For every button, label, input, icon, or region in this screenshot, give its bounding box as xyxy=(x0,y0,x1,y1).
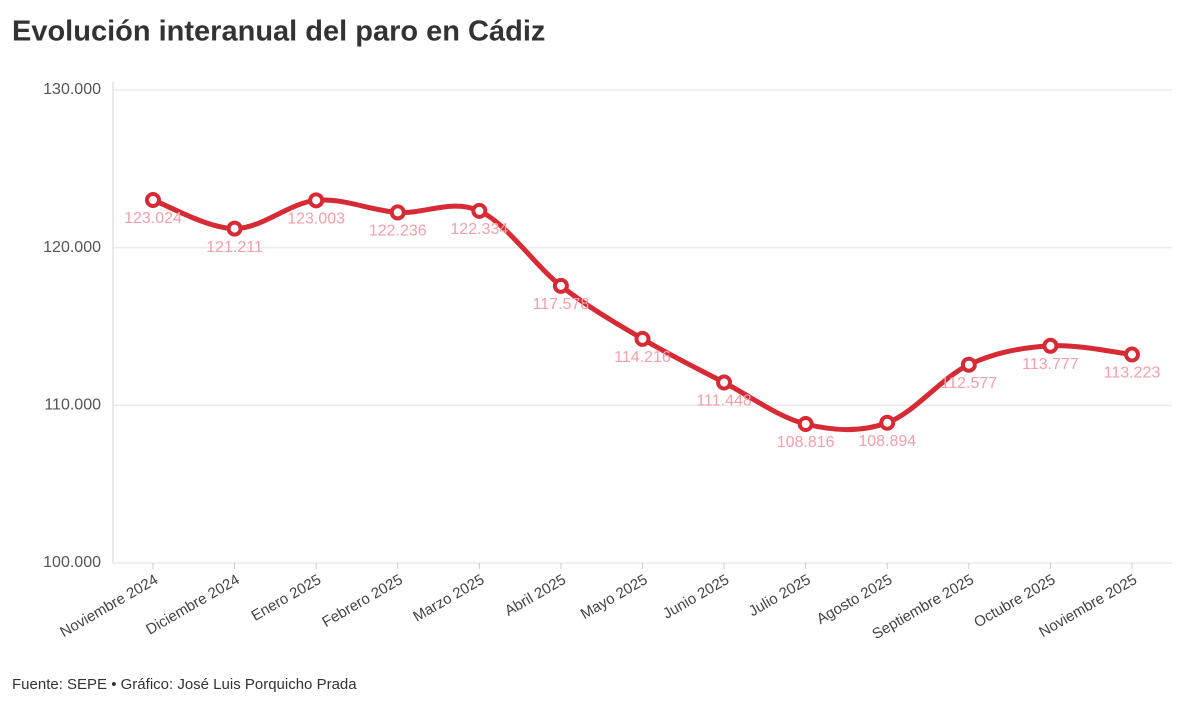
data-point xyxy=(471,202,488,219)
x-tick-label: Enero 2025 xyxy=(248,571,324,625)
value-label: 121.211 xyxy=(206,239,263,256)
value-label: 112.577 xyxy=(941,375,998,392)
x-tick-label: Junio 2025 xyxy=(660,571,732,622)
data-line xyxy=(150,197,1135,433)
y-tick-label: 130.000 xyxy=(43,81,101,98)
x-tick-label: Febrero 2025 xyxy=(319,571,405,631)
value-label: 108.894 xyxy=(858,433,916,450)
data-point xyxy=(226,220,243,237)
data-point xyxy=(797,416,814,433)
value-label: 113.777 xyxy=(1022,356,1079,373)
data-point xyxy=(552,277,569,294)
data-point xyxy=(1124,346,1140,363)
value-label: 123.024 xyxy=(124,210,182,227)
data-point xyxy=(960,356,977,373)
source-note: Fuente: SEPE • Gráfico: José Luis Porqui… xyxy=(12,676,357,693)
y-tick-label: 120.000 xyxy=(43,239,101,256)
data-point xyxy=(1042,337,1059,354)
data-point xyxy=(634,330,651,347)
value-label: 117.578 xyxy=(533,296,590,313)
y-tick-label: 100.000 xyxy=(43,554,101,571)
x-tick-label: Marzo 2025 xyxy=(410,571,487,625)
value-label: 122.334 xyxy=(450,221,508,238)
data-point xyxy=(389,204,406,221)
data-point xyxy=(716,374,733,391)
data-point xyxy=(308,192,325,209)
value-label: 123.003 xyxy=(287,211,345,228)
data-point xyxy=(879,414,896,431)
x-tick-label: Mayo 2025 xyxy=(578,571,651,623)
x-tick-label: Julio 2025 xyxy=(746,571,814,620)
x-tick-label: Noviembre 2024 xyxy=(57,571,161,641)
value-label: 122.236 xyxy=(369,223,427,240)
x-tick-label: Abril 2025 xyxy=(502,571,569,619)
chart-title: Evolución interanual del paro en Cádiz xyxy=(12,16,545,48)
value-label: 114.216 xyxy=(614,349,671,366)
data-point xyxy=(145,191,161,208)
value-label: 111.448 xyxy=(696,393,752,410)
value-label: 113.223 xyxy=(1104,365,1161,382)
y-tick-label: 110.000 xyxy=(44,397,101,414)
value-label: 108.816 xyxy=(777,434,835,451)
